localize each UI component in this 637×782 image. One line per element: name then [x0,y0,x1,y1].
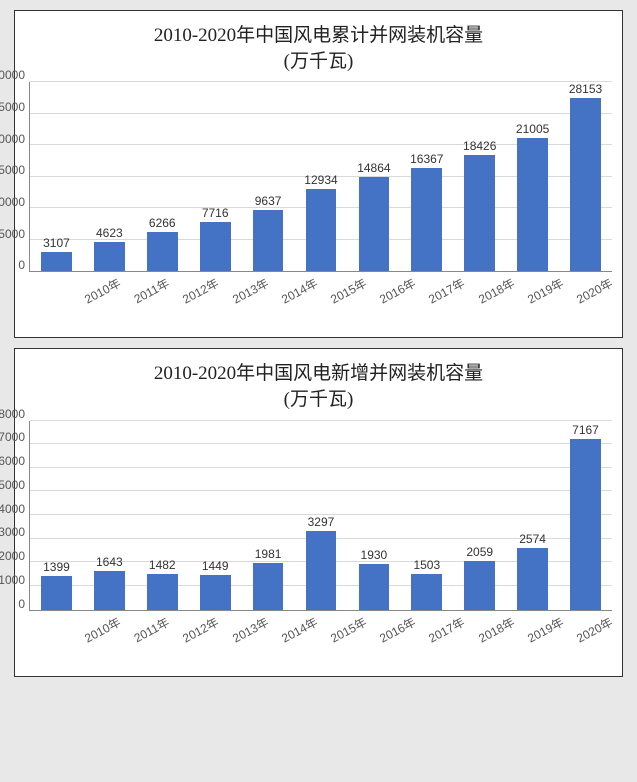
bar-value-label: 1399 [43,560,70,574]
bar-rect [464,155,495,272]
bar-value-label: 1482 [149,558,176,572]
bar-value-label: 1503 [413,558,440,572]
bar-slot: 2574 [506,421,559,610]
bar-value-label: 1981 [255,547,282,561]
bar-rect [147,574,178,609]
bar-value-label: 1449 [202,559,229,573]
bar-value-label: 2574 [519,532,546,546]
bar-rect [306,189,337,271]
bar-value-label: 21005 [516,122,549,136]
bar-value-label: 3107 [43,236,70,250]
bar-rect [359,177,390,271]
x-axis-wrap: 2010年2011年2012年2013年2014年2015年2016年2017年… [25,611,612,640]
plot-area: 3107 4623 6266 7716 9637 12934 14864 16367 18426… [29,82,612,272]
bar-slot: 16367 [400,82,453,271]
x-axis-bottom-pad [25,640,612,668]
bar-value-label: 7716 [202,206,229,220]
bar-rect [94,242,125,271]
bar-slot: 1930 [347,421,400,610]
chart-title-line1: 2010-2020年中国风电新增并网装机容量 [25,361,612,387]
bar-rect [570,439,601,609]
chart-title: 2010-2020年中国风电累计并网装机容量(万千瓦) [25,23,612,74]
bar-slot: 18426 [453,82,506,271]
bar-rect [411,168,442,272]
bar-slot: 1981 [242,421,295,610]
chart-title-line1: 2010-2020年中国风电累计并网装机容量 [25,23,612,49]
bar-rect [41,252,72,272]
bar-rect [570,98,601,271]
bar-value-label: 12934 [304,173,337,187]
plot-area: 1399 1643 1482 1449 1981 3297 1930 1503 2059 2574… [29,421,612,611]
bar-value-label: 18426 [463,139,496,153]
bar-value-label: 28153 [569,82,602,96]
bar-slot: 9637 [242,82,295,271]
bar-slot: 1482 [136,421,189,610]
chart-title-line2: (万千瓦) [25,49,612,75]
bar-value-label: 14864 [357,161,390,175]
bar-rect [200,222,231,271]
bar-value-label: 16367 [410,152,443,166]
bar-rect [517,138,548,271]
bar-value-label: 1643 [96,555,123,569]
x-axis-left-pad [25,611,71,640]
bar-slot: 1503 [400,421,453,610]
bar-rect [517,548,548,609]
bar-slot: 21005 [506,82,559,271]
chart-panel: 2010-2020年中国风电新增并网装机容量(万千瓦) 8000700060005… [14,348,623,676]
bar-rect [464,561,495,610]
bar-rect [41,576,72,609]
bar-slot: 12934 [295,82,348,271]
chart-title-line2: (万千瓦) [25,387,612,413]
chart-title: 2010-2020年中国风电新增并网装机容量(万千瓦) [25,361,612,412]
bar-slot: 3107 [30,82,83,271]
bar-slot: 14864 [347,82,400,271]
bar-slot: 4623 [83,82,136,271]
bar-value-label: 3297 [308,515,335,529]
x-axis-bottom-pad [25,301,612,329]
bar-slot: 1399 [30,421,83,610]
bar-value-label: 7167 [572,423,599,437]
bar-slot: 1643 [83,421,136,610]
bar-slot: 7716 [189,82,242,271]
chart-panel: 2010-2020年中国风电累计并网装机容量(万千瓦)3000025000200… [14,10,623,338]
bars-container: 3107 4623 6266 7716 9637 12934 14864 16367 18426… [30,82,612,271]
plot-wrap: 3000025000200001500010000500003107462362… [25,82,612,272]
x-axis: 2010年2011年2012年2013年2014年2015年2016年2017年… [71,278,612,301]
bar-slot: 2059 [453,421,506,610]
bar-rect [306,531,337,609]
bar-value-label: 6266 [149,216,176,230]
bar-value-label: 9637 [255,194,282,208]
x-axis: 2010年2011年2012年2013年2014年2015年2016年2017年… [71,617,612,640]
bar-value-label: 1930 [361,548,388,562]
bar-rect [411,574,442,610]
x-axis-left-pad [25,272,71,301]
bar-slot: 28153 [559,82,612,271]
bar-slot: 7167 [559,421,612,610]
bar-rect [359,564,390,610]
plot-wrap: 8000700060005000400030002000100001399164… [25,421,612,611]
bar-rect [147,232,178,272]
x-axis-wrap: 2010年2011年2012年2013年2014年2015年2016年2017年… [25,272,612,301]
bar-rect [253,563,284,610]
bar-value-label: 4623 [96,226,123,240]
bar-slot: 1449 [189,421,242,610]
bar-value-label: 2059 [466,545,493,559]
bar-rect [253,210,284,271]
bars-container: 1399 1643 1482 1449 1981 3297 1930 1503 2059 2574… [30,421,612,610]
bar-slot: 3297 [295,421,348,610]
bar-slot: 6266 [136,82,189,271]
bar-rect [94,571,125,610]
